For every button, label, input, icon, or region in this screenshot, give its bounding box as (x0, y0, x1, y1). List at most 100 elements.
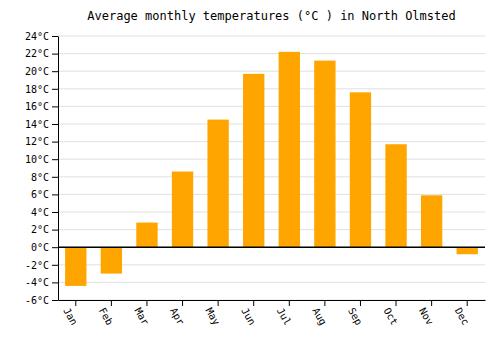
x-tick-mark (253, 300, 254, 306)
x-tick: Jan (61, 300, 80, 327)
y-tick-label: -4°C (25, 277, 49, 288)
y-tick-label: -2°C (25, 260, 49, 271)
y-tick: -4°C (25, 277, 58, 288)
y-tick: 6°C (31, 189, 58, 200)
y-tick: 0°C (31, 242, 58, 253)
x-tick-label: Mar (132, 306, 151, 327)
bar (136, 223, 157, 248)
y-tick: 20°C (25, 66, 58, 77)
y-tick: 18°C (25, 84, 58, 95)
x-tick-label: Jul (275, 306, 294, 327)
x-tick-label: Jan (61, 306, 80, 327)
x-tick: May (204, 300, 223, 327)
title: Average monthly temperatures (°C ) in No… (87, 9, 455, 23)
grid-line (58, 124, 485, 125)
bar (457, 247, 478, 254)
x-tick-mark (324, 300, 325, 306)
y-tick-label: 0°C (31, 242, 49, 253)
x-tick: Apr (168, 300, 187, 327)
x-tick: Aug (310, 300, 329, 327)
x-axis: Jan Feb Mar Apr May Jun Jul Aug Sep Oct Nov Dec (59, 300, 486, 327)
grid-line (58, 36, 485, 37)
y-tick-label: 18°C (25, 84, 49, 95)
x-tick-mark (467, 300, 468, 306)
bar (101, 247, 122, 273)
y-tick: 24°C (25, 31, 58, 42)
grid-line (58, 53, 485, 54)
bar (314, 61, 335, 248)
y-tick-mark (52, 106, 58, 107)
y-axis: -6°C -4°C -2°C 0°C 2°C 4°C 6°C 8°C 10°C 12°C 14°C 1… (25, 31, 59, 306)
y-tick-mark (52, 89, 58, 90)
bar (65, 247, 86, 286)
grid (58, 36, 485, 300)
bar (279, 52, 300, 247)
chart: -6°C -4°C -2°C 0°C 2°C 4°C 6°C 8°C 10°C 12°C 14°C 1… (0, 0, 500, 350)
x-tick-mark (182, 300, 183, 306)
bars (65, 52, 478, 286)
x-tick-mark (396, 300, 397, 306)
bar (350, 92, 371, 247)
grid-line (58, 282, 485, 283)
y-tick-label: 24°C (25, 31, 49, 42)
x-tick: Dec (453, 300, 472, 327)
y-tick-mark (52, 142, 58, 143)
zero-line (58, 246, 485, 248)
y-tick: 10°C (25, 154, 58, 165)
x-tick-label: Jun (239, 306, 258, 327)
x-tick: Oct (381, 300, 400, 327)
y-tick: 4°C (31, 207, 58, 218)
bar (385, 144, 406, 247)
y-tick: 22°C (25, 48, 58, 59)
y-tick-mark (52, 212, 58, 213)
y-tick-label: 14°C (25, 119, 49, 130)
y-tick-mark (52, 71, 58, 72)
x-tick-label: Nov (417, 306, 436, 327)
y-tick: 8°C (31, 172, 58, 183)
y-tick-mark (52, 265, 58, 266)
y-tick-mark (52, 159, 58, 160)
x-tick: Mar (132, 300, 151, 327)
bar (172, 172, 193, 248)
y-tick-label: 8°C (31, 172, 49, 183)
x-tick-mark (218, 300, 219, 306)
y-tick-label: -6°C (25, 295, 49, 306)
y-tick-mark (52, 54, 58, 55)
bar (207, 120, 228, 248)
y-tick: -6°C (25, 295, 58, 306)
x-tick: Jul (275, 300, 294, 327)
x-tick: Sep (346, 300, 365, 327)
y-tick-mark (52, 124, 58, 125)
grid-line (58, 159, 485, 160)
bar (421, 195, 442, 247)
plot: -6°C -4°C -2°C 0°C 2°C 4°C 6°C 8°C 10°C 12°C 14°C 1… (25, 31, 486, 327)
y-tick-label: 16°C (25, 101, 49, 112)
x-axis-line (59, 300, 486, 301)
y-tick: -2°C (25, 260, 58, 271)
y-tick-mark (52, 177, 58, 178)
y-tick: 12°C (25, 136, 58, 147)
y-tick: 2°C (31, 224, 58, 235)
y-tick-mark (52, 36, 58, 37)
y-tick-label: 6°C (31, 189, 49, 200)
grid-line (58, 194, 485, 195)
x-tick-label: Dec (453, 306, 472, 327)
grid-line (58, 71, 485, 72)
y-tick: 16°C (25, 101, 58, 112)
x-tick-label: Apr (168, 306, 187, 327)
y-tick-label: 2°C (31, 224, 49, 235)
x-tick-mark (360, 300, 361, 306)
y-axis-line (58, 37, 59, 301)
y-tick-label: 20°C (25, 66, 49, 77)
bar (243, 74, 264, 247)
y-tick-mark (52, 282, 58, 283)
x-tick-label: Feb (97, 306, 116, 327)
y-tick-label: 12°C (25, 136, 49, 147)
x-tick-label: Aug (310, 306, 329, 327)
grid-line (58, 88, 485, 89)
y-tick-mark (52, 247, 58, 248)
y-tick-mark (52, 300, 58, 301)
grid-line (58, 176, 485, 177)
x-tick: Feb (97, 300, 116, 327)
y-tick-label: 4°C (31, 207, 49, 218)
